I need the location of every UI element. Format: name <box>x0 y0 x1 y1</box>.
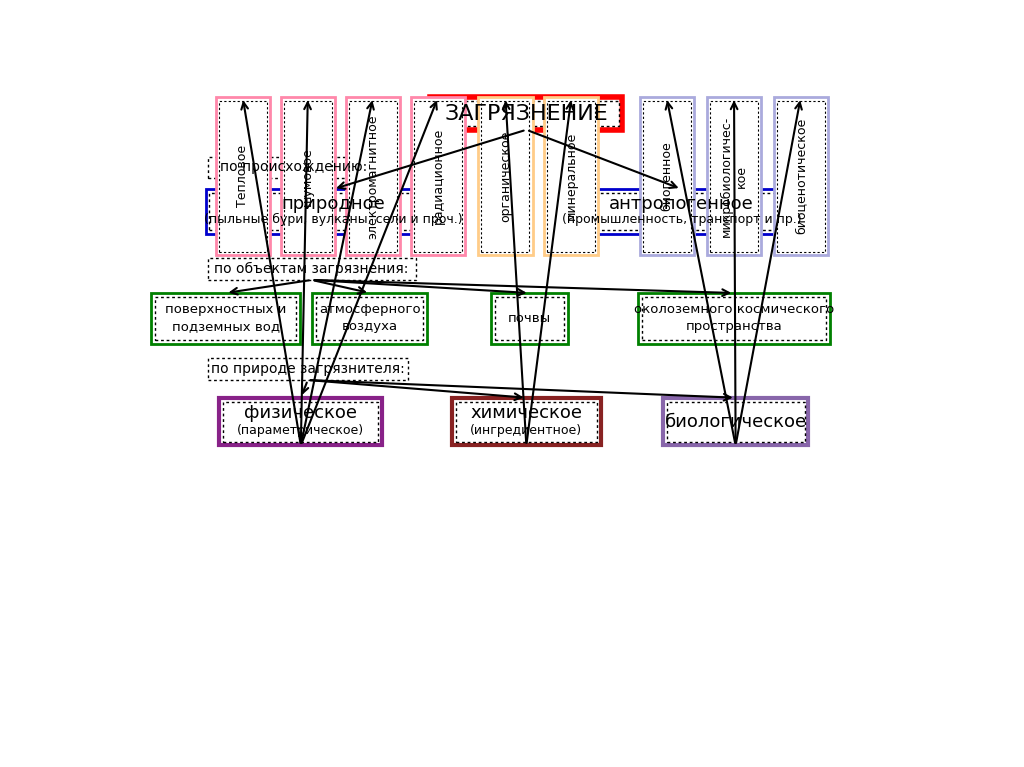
Bar <box>478 97 532 255</box>
Bar <box>553 189 810 234</box>
Bar <box>219 100 266 252</box>
Bar <box>281 97 335 255</box>
Text: почвы: почвы <box>508 312 551 325</box>
Bar <box>640 97 693 255</box>
Text: радиационное: радиационное <box>431 128 444 225</box>
Bar <box>208 156 380 178</box>
Bar <box>216 97 270 255</box>
Bar <box>312 293 427 344</box>
Text: (ингредиентное): (ингредиентное) <box>470 423 583 436</box>
Text: пространства: пространства <box>686 321 782 334</box>
Text: воздуха: воздуха <box>342 321 398 334</box>
Text: по природе загрязнителя:: по природе загрязнителя: <box>211 362 404 377</box>
Bar <box>710 100 758 252</box>
Text: химическое: химическое <box>470 404 583 422</box>
Text: по объектам загрязнения:: по объектам загрязнения: <box>214 262 409 276</box>
Bar <box>773 97 827 255</box>
Text: антропогенное: антропогенное <box>609 195 754 212</box>
Bar <box>490 293 568 344</box>
Bar <box>663 398 809 446</box>
Bar <box>557 193 806 230</box>
Bar <box>642 297 826 340</box>
Bar <box>643 100 690 252</box>
Bar <box>208 258 416 280</box>
Bar <box>667 402 805 442</box>
Bar <box>316 297 423 340</box>
Text: шумовое: шумовое <box>301 147 314 206</box>
Text: поверхностных и: поверхностных и <box>165 304 287 317</box>
Bar <box>219 398 382 446</box>
Bar <box>346 97 400 255</box>
Text: биогенное: биогенное <box>660 141 673 211</box>
Text: ЗАГРЯЗНЕНИЕ: ЗАГРЯЗНЕНИЕ <box>444 104 608 123</box>
Text: по происхождению:: по происхождению: <box>220 160 368 175</box>
Bar <box>206 189 461 234</box>
Bar <box>481 100 529 252</box>
Bar <box>434 101 618 126</box>
Text: околоземного космического: околоземного космического <box>634 304 835 317</box>
Text: атмосферного: атмосферного <box>319 304 421 317</box>
Text: органическое: органическое <box>499 130 512 222</box>
Bar <box>208 358 408 380</box>
Text: (пыльные бури, вулканы, сели и проч.): (пыльные бури, вулканы, сели и проч.) <box>204 212 463 225</box>
Bar <box>452 398 601 446</box>
Text: подземных вод: подземных вод <box>172 321 280 334</box>
Text: биологическое: биологическое <box>665 413 807 430</box>
Bar <box>152 293 300 344</box>
Bar <box>284 100 332 252</box>
Bar <box>638 293 830 344</box>
Bar <box>414 100 462 252</box>
Bar <box>707 97 761 255</box>
Bar <box>776 100 824 252</box>
Text: физическое: физическое <box>245 404 357 422</box>
Bar <box>223 402 378 442</box>
Text: электромагнитное: электромагнитное <box>367 114 380 239</box>
Bar <box>547 100 595 252</box>
Bar <box>349 100 397 252</box>
Bar <box>544 97 598 255</box>
Bar <box>155 297 296 340</box>
Bar <box>411 97 465 255</box>
Bar <box>495 297 564 340</box>
Text: природное: природное <box>282 195 385 212</box>
Text: микробиологичес-
кое: микробиологичес- кое <box>720 116 749 237</box>
Bar <box>430 97 623 130</box>
Text: минеральное: минеральное <box>565 132 578 220</box>
Text: Тепловое: Тепловое <box>237 145 249 207</box>
Text: (промышленность, транспорт и пр.): (промышленность, транспорт и пр.) <box>561 212 801 225</box>
Bar <box>456 402 597 442</box>
Text: биоценотическое: биоценотическое <box>795 118 807 235</box>
Text: (параметрическое): (параметрическое) <box>238 423 365 436</box>
Bar <box>209 193 458 230</box>
